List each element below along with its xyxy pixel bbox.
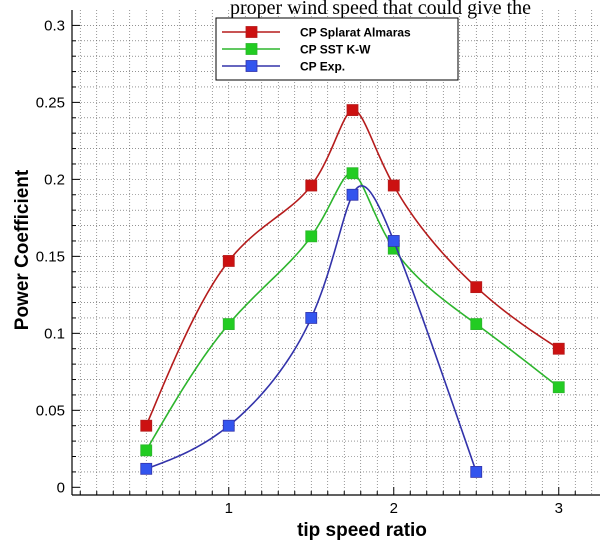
legend-label: CP Exp. — [300, 60, 345, 74]
x-tick-label: 2 — [390, 500, 398, 517]
data-point-marker — [346, 188, 359, 201]
data-point-marker — [305, 230, 318, 243]
y-tick-label: 0.05 — [36, 402, 65, 419]
series-3 — [140, 184, 483, 478]
legend-label: CP SST K-W — [300, 43, 371, 57]
tick-labels: 1 2 3 0 0.05 0.1 0.15 0.2 0.25 0.3 — [36, 17, 576, 517]
y-tick-label: 0.1 — [44, 325, 65, 342]
data-point-marker — [222, 419, 235, 432]
data-point-marker — [222, 318, 235, 330]
series-line — [145, 184, 478, 473]
series-2 — [140, 167, 565, 457]
legend: CP Splarat Almaras CP SST K-W CP Exp. — [215, 17, 459, 81]
data-point-marker — [552, 381, 565, 394]
data-point-marker — [305, 312, 318, 324]
y-tick-label: 0 — [57, 479, 65, 496]
data-point-marker — [140, 462, 153, 475]
y-tick-label: 0.15 — [36, 248, 65, 265]
y-tick-label: 0.3 — [44, 17, 65, 34]
data-series — [140, 104, 565, 478]
y-tick-label: 0.2 — [44, 171, 65, 188]
data-point-marker — [305, 179, 318, 192]
data-point-marker — [387, 179, 400, 192]
y-tick-label: 0.25 — [36, 94, 65, 111]
grid-lines — [72, 10, 600, 495]
data-point-marker — [140, 419, 153, 432]
data-point-marker — [222, 255, 235, 267]
data-point-marker — [470, 466, 483, 478]
x-tick-label: 1 — [225, 500, 233, 517]
x-tick-label: 3 — [555, 500, 563, 517]
legend-marker — [245, 26, 258, 38]
data-point-marker — [552, 342, 565, 355]
data-point-marker — [470, 281, 483, 294]
data-point-marker — [387, 235, 400, 247]
legend-marker — [245, 60, 258, 72]
legend-marker — [245, 43, 258, 55]
data-point-marker — [346, 167, 359, 180]
axes — [71, 10, 600, 496]
series-1 — [140, 104, 565, 432]
x-axis-title: tip speed ratio — [297, 520, 427, 541]
series-line — [145, 109, 560, 427]
series-line — [145, 172, 560, 451]
legend-label: CP Splarat Almaras — [300, 26, 411, 40]
cropped-caption-text: proper wind speed that could give the — [230, 0, 531, 19]
y-axis-title: Power Coefficient — [12, 169, 33, 330]
data-point-marker — [140, 444, 153, 457]
data-point-marker — [470, 318, 483, 330]
data-point-marker — [346, 104, 359, 116]
